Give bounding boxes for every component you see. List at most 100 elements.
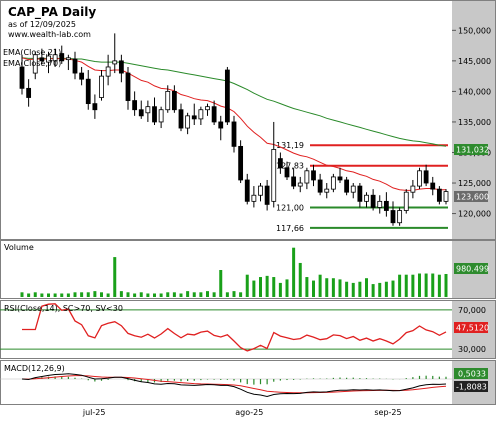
volume-bar (53, 293, 57, 297)
candle-body (152, 106, 157, 123)
candle-body (271, 149, 277, 202)
candle-body (125, 72, 131, 101)
volume-bar (278, 282, 282, 297)
volume-bar (33, 292, 37, 297)
candle-body (317, 179, 323, 193)
candle-body (311, 170, 316, 181)
last-close-badge-text: 123,600 (456, 193, 489, 202)
volume-bar (272, 277, 276, 297)
candle-body (112, 60, 118, 65)
candle-body (32, 54, 38, 74)
volume-bar (186, 291, 190, 297)
level-label: 131,19 (276, 141, 304, 150)
volume-bar (179, 293, 183, 297)
candle-body (231, 121, 237, 147)
candle-body (324, 188, 330, 193)
website-label: www.wealth-lab.com (8, 30, 91, 39)
price-axis-label: 120,000 (458, 210, 491, 219)
candle-body (383, 200, 389, 211)
macd-pane-border (0, 360, 496, 405)
volume-bar (371, 284, 375, 297)
candle-body (158, 109, 164, 123)
candle-body (390, 210, 396, 224)
volume-bar (358, 281, 362, 297)
candle-body (304, 170, 310, 184)
volume-bar (232, 291, 236, 297)
macd-hist-badge-text: 0,5033 (458, 370, 486, 379)
volume-bar (418, 273, 421, 297)
price-axis-label: 145,000 (458, 57, 491, 66)
candle-body (251, 194, 257, 202)
ema70-legend: EMA(Close,70) (3, 59, 61, 68)
candle-body (403, 191, 409, 211)
ema21-legend: EMA(Close,21) (3, 48, 61, 57)
candle-body (370, 194, 376, 208)
candle-body (423, 170, 429, 184)
rsi-badge-text: 47,5120 (456, 324, 489, 333)
candle-body (350, 185, 356, 193)
candle-body (410, 185, 416, 193)
volume-legend: Volume (4, 243, 34, 252)
volume-bar (119, 291, 123, 297)
price-axis-label: 140,000 (458, 87, 491, 96)
last-close-badge (454, 191, 488, 202)
volume-bar (153, 293, 156, 297)
candle-body (284, 167, 290, 178)
volume-bar (351, 282, 355, 297)
candle-body (171, 91, 177, 111)
candle-body (185, 115, 191, 129)
volume-bar (411, 274, 415, 297)
candle-body (19, 66, 25, 89)
candle-body (417, 170, 422, 187)
ema70-badge-text: 131,032 (456, 146, 489, 155)
volume-bar (219, 270, 223, 297)
candle-body (430, 182, 436, 190)
x-axis-label: sep-25 (374, 408, 401, 417)
candle-body (46, 55, 51, 63)
candle-body (59, 53, 65, 62)
volume-bar (126, 292, 130, 297)
volume-bar (265, 275, 269, 297)
candle-body (238, 145, 244, 181)
ema21-line (21, 57, 446, 191)
price-axis-label: 125,000 (458, 179, 491, 188)
candle-body (357, 185, 363, 202)
candle-body (377, 200, 383, 208)
volume-bar (318, 274, 322, 297)
candle-body (364, 194, 369, 202)
candle-body (79, 72, 85, 80)
volume-bar (146, 293, 150, 297)
candle-body (85, 78, 91, 105)
price-axis-label: 150,000 (458, 26, 491, 35)
volume-bar (60, 293, 64, 297)
rsi-badge (454, 322, 488, 333)
volume-bar (86, 292, 90, 297)
candle-body (330, 176, 336, 190)
candle-body (436, 188, 442, 202)
candle-body (218, 121, 224, 129)
candle-body (291, 176, 297, 187)
volume-bar (206, 291, 209, 297)
macd-badge (454, 381, 488, 392)
as-of-date: as of 12/09/2025 (8, 20, 76, 29)
volume-bar (113, 257, 117, 297)
price-axis-label: 135,000 (458, 118, 491, 127)
volume-bar (166, 292, 170, 297)
candle-body (65, 57, 71, 61)
candle-body (198, 109, 204, 120)
volume-bar (444, 273, 448, 297)
volume-bar (40, 293, 44, 297)
volume-bar (199, 292, 203, 297)
volume-bar (331, 278, 335, 297)
volume-bar (325, 278, 329, 297)
volume-bar (424, 273, 428, 297)
macd-hist-badge (454, 368, 488, 379)
candle-body (26, 87, 32, 98)
candle-body (92, 103, 98, 111)
candle-body (297, 182, 303, 187)
volume-bar (365, 278, 368, 297)
level-label: 127,83 (276, 162, 304, 171)
volume-bar (252, 280, 256, 297)
volume-bar (437, 274, 441, 297)
